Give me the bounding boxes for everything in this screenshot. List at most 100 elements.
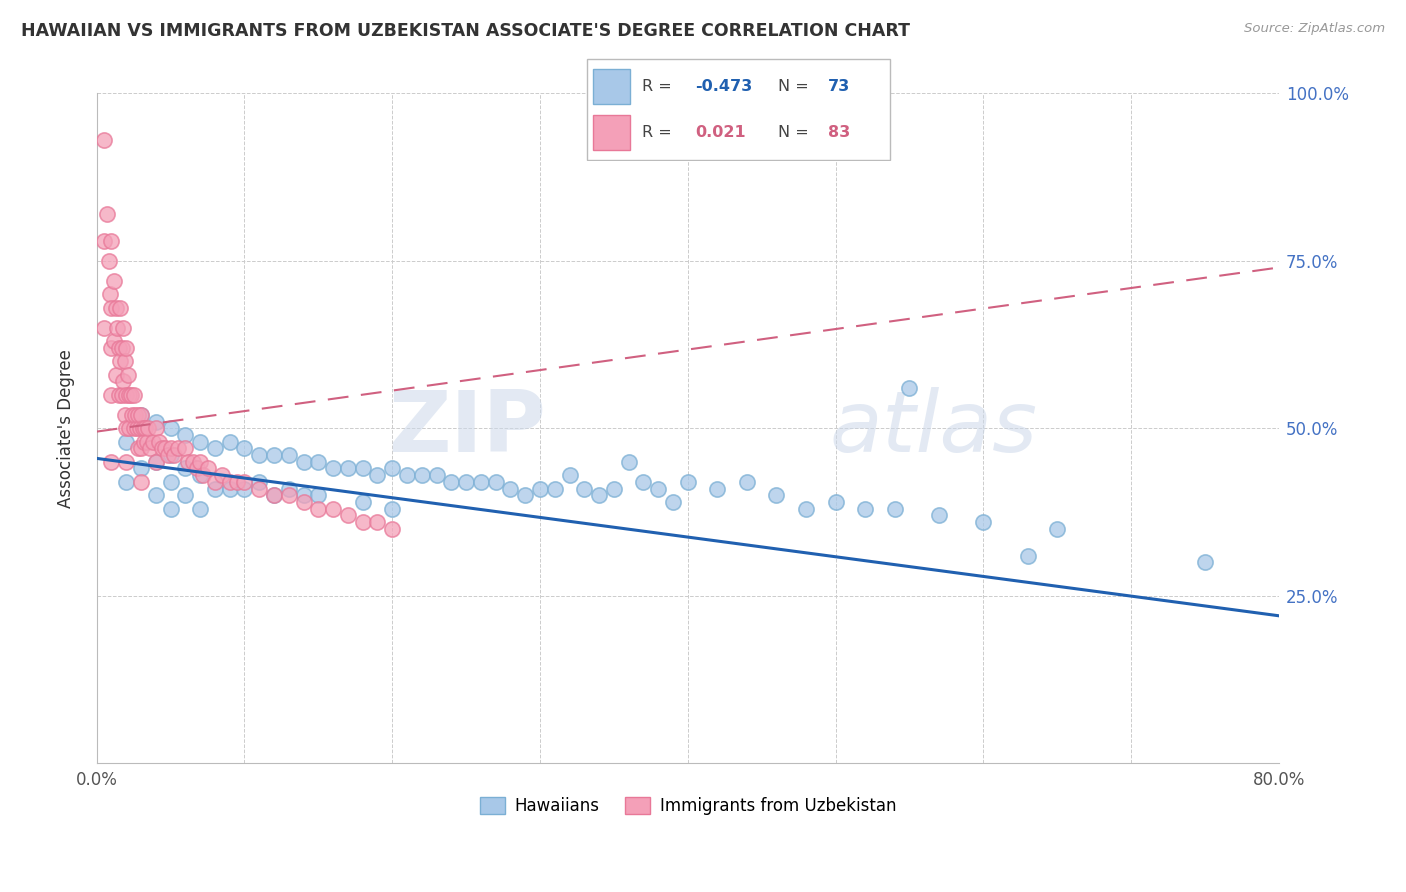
Point — [662, 495, 685, 509]
Text: -0.473: -0.473 — [695, 78, 752, 94]
Text: 83: 83 — [828, 125, 851, 140]
Point — [93, 133, 115, 147]
Text: Source: ZipAtlas.com: Source: ZipAtlas.com — [1244, 22, 1385, 36]
Point — [499, 482, 522, 496]
Point — [159, 448, 181, 462]
Point — [794, 501, 817, 516]
FancyBboxPatch shape — [586, 59, 890, 160]
Point — [115, 388, 138, 402]
Point — [411, 468, 433, 483]
Point — [115, 341, 138, 355]
Point — [120, 388, 142, 402]
Point — [145, 488, 167, 502]
Point — [277, 482, 299, 496]
Point — [247, 482, 270, 496]
Point — [104, 301, 127, 315]
Point — [97, 253, 120, 268]
Text: atlas: atlas — [830, 387, 1038, 470]
Point — [159, 475, 181, 489]
Point — [93, 320, 115, 334]
Point — [263, 448, 285, 462]
Point — [485, 475, 508, 489]
Point — [617, 455, 640, 469]
Point — [112, 320, 135, 334]
Point — [118, 421, 141, 435]
Point — [381, 522, 404, 536]
Point — [114, 408, 136, 422]
Point — [98, 287, 121, 301]
Point — [129, 475, 152, 489]
Point — [159, 442, 181, 456]
Point — [139, 442, 162, 456]
Legend: Hawaiians, Immigrants from Uzbekistan: Hawaiians, Immigrants from Uzbekistan — [472, 790, 903, 822]
Text: N =: N = — [779, 125, 808, 140]
Point — [142, 434, 165, 449]
Point — [352, 495, 374, 509]
Point — [115, 421, 138, 435]
Point — [226, 475, 249, 489]
Point — [307, 501, 329, 516]
Point — [544, 482, 567, 496]
Point — [138, 421, 160, 435]
Point — [307, 455, 329, 469]
Text: R =: R = — [643, 125, 672, 140]
Point — [100, 234, 122, 248]
Point — [127, 408, 149, 422]
Point — [426, 468, 449, 483]
Point — [129, 408, 152, 422]
Point — [233, 442, 256, 456]
Point — [247, 448, 270, 462]
Point — [558, 468, 581, 483]
Point — [204, 442, 226, 456]
Point — [824, 495, 846, 509]
Point — [136, 434, 159, 449]
Point — [676, 475, 699, 489]
Point — [104, 368, 127, 382]
Point — [470, 475, 492, 489]
FancyBboxPatch shape — [593, 115, 630, 150]
Point — [352, 515, 374, 529]
Point — [110, 354, 132, 368]
Point — [115, 455, 138, 469]
Point — [167, 442, 190, 456]
Point — [145, 455, 167, 469]
Point — [159, 501, 181, 516]
Point — [150, 442, 173, 456]
Point — [191, 468, 214, 483]
Point — [972, 515, 994, 529]
Point — [131, 421, 153, 435]
Point — [129, 461, 152, 475]
Text: HAWAIIAN VS IMMIGRANTS FROM UZBEKISTAN ASSOCIATE'S DEGREE CORRELATION CHART: HAWAIIAN VS IMMIGRANTS FROM UZBEKISTAN A… — [21, 22, 910, 40]
Point — [181, 455, 204, 469]
Point — [162, 448, 184, 462]
Point — [233, 475, 256, 489]
Point — [218, 475, 240, 489]
Point — [127, 442, 149, 456]
Point — [529, 482, 551, 496]
Point — [145, 421, 167, 435]
Point — [174, 488, 197, 502]
Point — [366, 468, 388, 483]
Point — [134, 421, 156, 435]
Point — [156, 448, 179, 462]
Point — [1017, 549, 1039, 563]
Point — [100, 455, 122, 469]
Point — [128, 421, 150, 435]
Point — [174, 461, 197, 475]
Point — [633, 475, 655, 489]
Point — [121, 408, 143, 422]
Point — [440, 475, 463, 489]
Point — [1046, 522, 1069, 536]
Point — [277, 448, 299, 462]
Point — [218, 434, 240, 449]
Point — [735, 475, 758, 489]
Point — [114, 354, 136, 368]
Point — [366, 515, 388, 529]
Point — [174, 442, 197, 456]
Point — [292, 488, 315, 502]
Point — [174, 428, 197, 442]
Point — [456, 475, 478, 489]
Point — [188, 501, 211, 516]
FancyBboxPatch shape — [593, 70, 630, 104]
Point — [603, 482, 626, 496]
